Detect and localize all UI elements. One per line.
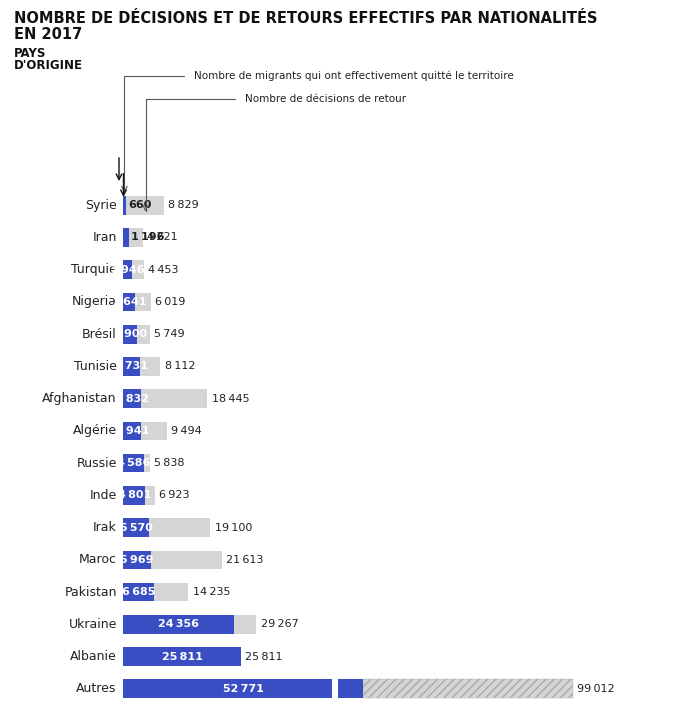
Text: 4 801: 4 801 [118,490,151,500]
Bar [363,679,573,698]
Text: Brésil: Brésil [82,327,117,340]
Text: Inde: Inde [90,489,117,502]
Bar [124,357,140,376]
Bar [124,679,573,698]
Bar [124,647,241,666]
Text: 4 221: 4 221 [147,232,177,242]
Text: 3 941: 3 941 [116,426,149,436]
Text: 6 019: 6 019 [155,297,186,307]
Bar [124,196,126,215]
Bar [124,228,143,247]
Bar [124,260,143,279]
Text: 24 356: 24 356 [158,619,199,629]
Text: 4 453: 4 453 [148,265,179,275]
Bar [124,615,256,634]
Bar [124,389,207,408]
Text: 99 012: 99 012 [577,684,615,694]
Text: NOMBRE DE DÉCISIONS ET DE RETOURS EFFECTIFS PAR NATIONALITÉS: NOMBRE DE DÉCISIONS ET DE RETOURS EFFECT… [14,11,597,26]
Bar [124,357,160,376]
Text: 2 641: 2 641 [113,297,146,307]
Text: 14 235: 14 235 [192,587,230,597]
Bar [124,583,188,601]
Text: Syrie: Syrie [85,199,117,212]
Text: 6 685: 6 685 [122,587,155,597]
Bar [124,454,150,472]
Bar [124,551,222,569]
Bar [124,260,133,279]
Text: Irak: Irak [93,521,117,534]
Text: PAYS: PAYS [14,47,46,60]
Bar [124,389,141,408]
Bar [124,486,146,505]
Text: Nigeria: Nigeria [72,296,117,309]
Bar [124,486,155,505]
Text: 1 196: 1 196 [131,232,165,242]
Bar [124,228,129,247]
Text: 25 811: 25 811 [245,652,283,662]
Bar [124,293,151,311]
Text: Nombre de migrants qui ont effectivement quitté le territoire: Nombre de migrants qui ont effectivement… [194,71,513,81]
Bar [124,615,234,634]
Text: Turquie: Turquie [71,263,117,276]
Text: 21 613: 21 613 [226,555,263,565]
Text: 29 267: 29 267 [260,619,299,629]
Text: Iran: Iran [92,231,117,244]
Text: 5 969: 5 969 [120,555,154,565]
Text: Albanie: Albanie [70,650,117,663]
Text: Russie: Russie [76,456,117,469]
Text: 3 731: 3 731 [116,361,148,371]
Text: 660: 660 [129,200,152,211]
Text: 8 829: 8 829 [168,200,199,211]
Text: Ukraine: Ukraine [69,618,117,631]
Bar [124,551,150,569]
Text: 5 570: 5 570 [120,523,152,533]
Bar [124,325,150,343]
Bar [124,583,154,601]
Text: Afghanistan: Afghanistan [42,392,117,405]
Bar [124,518,149,537]
Text: 19 100: 19 100 [215,523,252,533]
Bar [124,679,363,698]
Bar [124,325,137,343]
Text: Nombre de décisions de retour: Nombre de décisions de retour [245,94,406,105]
Text: 52 771: 52 771 [223,684,264,694]
Text: D'ORIGINE: D'ORIGINE [14,59,82,72]
Text: Algérie: Algérie [73,425,117,438]
Text: Maroc: Maroc [79,554,117,567]
Text: 18 445: 18 445 [211,394,250,404]
Text: 1 946: 1 946 [111,265,145,275]
Text: 4 586: 4 586 [117,458,150,468]
Text: Tunisie: Tunisie [74,360,117,373]
Bar [124,422,167,441]
Text: EN 2017: EN 2017 [14,27,82,43]
Text: 8 112: 8 112 [165,361,195,371]
Bar [332,679,338,698]
Text: 9 494: 9 494 [171,426,202,436]
Bar [124,196,164,215]
Text: 5 838: 5 838 [154,458,185,468]
Text: 5 749: 5 749 [154,329,185,339]
Text: Pakistan: Pakistan [64,585,117,598]
Text: 6 923: 6 923 [159,490,190,500]
Text: 25 811: 25 811 [162,652,203,662]
Text: Autres: Autres [76,682,117,695]
Bar [124,422,141,441]
Bar [124,518,210,537]
Bar [124,454,144,472]
Bar [124,293,135,311]
Text: 2 900: 2 900 [114,329,147,339]
Bar [124,647,241,666]
Text: 3 832: 3 832 [116,394,149,404]
